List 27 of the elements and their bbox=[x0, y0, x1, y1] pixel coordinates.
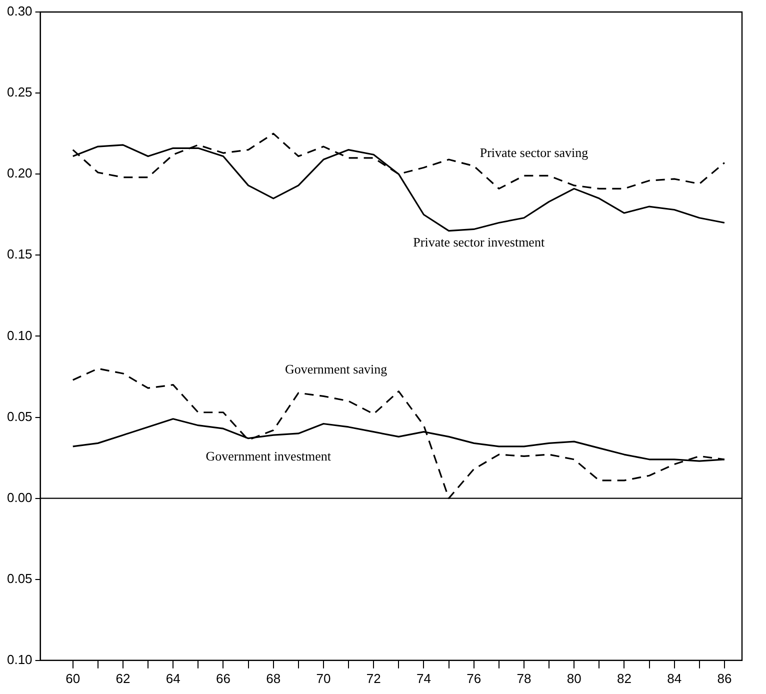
series-label: Government investment bbox=[206, 448, 332, 464]
y-tick-label: 0.25 bbox=[6, 84, 32, 100]
x-tick-label: 82 bbox=[616, 670, 632, 686]
x-tick-label: 62 bbox=[116, 670, 130, 686]
y-tick-label: 0.00 bbox=[6, 490, 32, 505]
y-tick-label: 0.20 bbox=[6, 166, 32, 181]
y-tick-label: 0.10 bbox=[6, 652, 32, 667]
series-label: Government saving bbox=[284, 362, 388, 377]
x-tick-label: 74 bbox=[416, 670, 431, 686]
x-tick-label: 84 bbox=[667, 670, 682, 686]
series-label: Private sector investment bbox=[413, 234, 545, 250]
x-tick-label: 70 bbox=[316, 670, 331, 686]
x-tick-label: 72 bbox=[366, 670, 381, 686]
x-tick-label: 76 bbox=[466, 670, 482, 686]
x-tick-label: 68 bbox=[266, 670, 281, 686]
x-tick-label: 80 bbox=[566, 670, 582, 686]
x-tick-label: 78 bbox=[516, 670, 532, 686]
y-tick-label: 0.10 bbox=[6, 328, 32, 343]
y-tick-label: 0.05 bbox=[6, 408, 32, 424]
x-tick-label: 66 bbox=[216, 670, 230, 686]
y-tick-label: 0.30 bbox=[6, 4, 32, 19]
y-tick-label: 0.15 bbox=[6, 246, 32, 262]
y-tick-label: 0.05 bbox=[6, 570, 32, 586]
series-label: Private sector saving bbox=[480, 145, 589, 160]
x-tick-label: 60 bbox=[66, 670, 80, 686]
x-tick-label: 64 bbox=[166, 670, 180, 686]
x-tick-label: 86 bbox=[717, 670, 732, 686]
